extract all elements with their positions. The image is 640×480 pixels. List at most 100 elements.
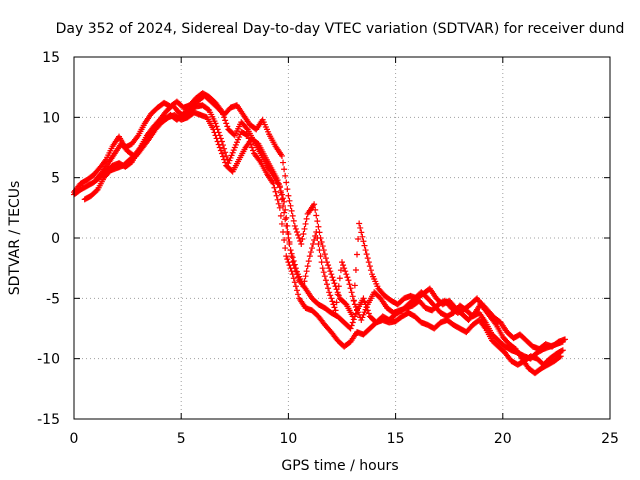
data-point — [303, 268, 310, 275]
data-point — [293, 228, 300, 235]
data-point — [282, 216, 289, 223]
data-point — [314, 218, 321, 225]
data-point — [293, 287, 300, 294]
data-point — [235, 136, 242, 143]
data-point — [348, 289, 355, 296]
data-point — [221, 156, 228, 163]
data-point — [558, 347, 565, 354]
data-point — [285, 259, 292, 266]
data-point — [301, 278, 308, 285]
data-point — [311, 237, 318, 244]
data-point — [270, 180, 277, 187]
x-axis-label: GPS time / hours — [281, 458, 398, 474]
data-point — [212, 132, 219, 139]
data-point — [302, 220, 309, 227]
data-point — [363, 251, 370, 258]
data-point — [244, 132, 251, 139]
data-point — [283, 214, 290, 221]
data-point — [360, 238, 367, 245]
data-point — [283, 179, 290, 186]
data-point — [285, 192, 292, 199]
data-point — [341, 265, 348, 272]
data-point — [303, 215, 310, 222]
data-point — [333, 299, 340, 306]
data-point — [323, 259, 330, 266]
data-point — [315, 223, 322, 230]
data-point — [331, 280, 338, 287]
data-point — [306, 253, 313, 260]
data-point — [328, 295, 335, 302]
data-point — [351, 282, 358, 289]
data-point — [271, 184, 278, 191]
data-point — [218, 150, 225, 157]
data-point — [228, 152, 235, 159]
data-point — [354, 251, 361, 258]
data-point — [282, 206, 289, 213]
data-point — [349, 313, 356, 320]
data-point — [337, 267, 344, 274]
series-trace-c — [81, 109, 564, 377]
data-point — [275, 180, 282, 187]
data-point — [333, 286, 340, 293]
data-point — [345, 277, 352, 284]
data-point — [327, 268, 334, 275]
data-point — [213, 135, 220, 142]
data-point — [292, 283, 299, 290]
data-point — [93, 187, 100, 194]
x-tick-label: 10 — [279, 431, 297, 447]
data-point — [243, 125, 250, 132]
data-point — [339, 259, 345, 266]
data-point — [288, 250, 295, 257]
data-point — [280, 203, 287, 210]
data-point — [362, 306, 369, 313]
data-point — [278, 220, 285, 227]
data-point — [327, 292, 334, 299]
data-point — [276, 184, 283, 191]
data-point — [284, 256, 291, 263]
data-point — [364, 255, 371, 262]
data-point — [358, 317, 365, 324]
y-axis-label: SDTVAR / TECUs — [7, 181, 23, 296]
data-point — [231, 144, 238, 151]
data-point — [278, 191, 285, 198]
data-point — [220, 142, 227, 149]
data-point — [326, 289, 333, 296]
data-point — [325, 285, 332, 292]
data-point — [329, 298, 336, 305]
data-point — [292, 265, 299, 272]
data-point — [321, 273, 328, 280]
data-point — [296, 235, 303, 241]
data-point — [304, 263, 311, 270]
data-point — [300, 283, 307, 290]
data-point — [348, 322, 355, 329]
data-point — [328, 271, 335, 278]
data-point — [357, 224, 364, 231]
data-point — [243, 131, 250, 138]
data-point — [366, 263, 373, 270]
data-point — [308, 245, 315, 252]
data-point — [281, 198, 288, 205]
chart-title: Day 352 of 2024, Sidereal Day-to-day VTE… — [56, 21, 625, 37]
data-point — [280, 195, 287, 202]
data-point — [350, 316, 357, 323]
data-point — [230, 147, 237, 154]
data-point — [343, 271, 350, 278]
data-point — [222, 117, 229, 124]
data-point — [329, 274, 336, 281]
data-point — [320, 269, 327, 276]
data-point — [280, 159, 287, 166]
data-point — [216, 144, 223, 151]
data-point — [286, 197, 293, 204]
data-point — [332, 283, 339, 290]
data-point — [217, 147, 224, 154]
x-tick-label: 20 — [494, 431, 512, 447]
data-point — [277, 187, 284, 194]
data-point — [335, 292, 342, 299]
data-point — [298, 241, 305, 248]
data-point — [285, 230, 292, 237]
data-point — [229, 149, 236, 156]
data-point — [280, 228, 287, 235]
data-point — [291, 261, 298, 268]
data-point — [361, 242, 368, 249]
data-point — [290, 257, 297, 264]
